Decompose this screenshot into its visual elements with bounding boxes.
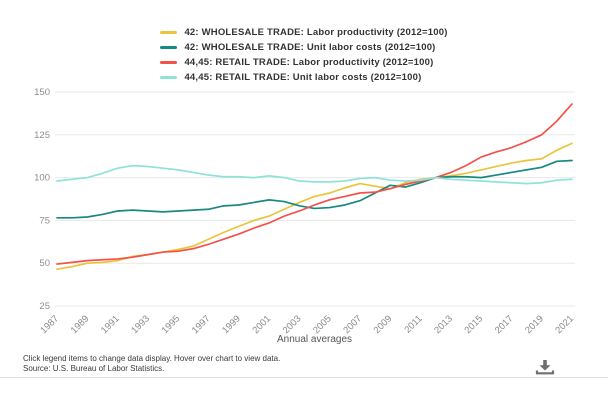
legend-item-label: 42: WHOLESALE TRADE: Labor productivity …	[184, 27, 448, 38]
y-tick-label: 50	[39, 258, 50, 269]
x-tick-label: 2003	[281, 313, 304, 336]
chart-footnotes: Click legend items to change data displa…	[23, 354, 280, 374]
legend-item-retail-labor-productivity[interactable]: 44,45: RETAIL TRADE: Labor productivity …	[160, 55, 447, 70]
x-tick-label: 1991	[99, 313, 122, 336]
series-line-1[interactable]	[56, 159, 573, 219]
x-tick-label: 2011	[402, 313, 424, 335]
source-text: Source: U.S. Bureau of Labor Statistics.	[23, 364, 165, 373]
x-tick-label: 2013	[432, 313, 455, 336]
legend-item-label: 42: WHOLESALE TRADE: Unit labor costs (2…	[184, 42, 436, 53]
x-tick-label: 2015	[463, 313, 486, 336]
y-tick-label: 25	[39, 301, 50, 312]
x-tick-label: 2021	[553, 313, 576, 336]
legend-item-label: 44,45: RETAIL TRADE: Unit labor costs (2…	[184, 72, 422, 83]
legend-hint-text: Click legend items to change data displa…	[23, 354, 281, 363]
x-tick-label: 2007	[341, 313, 364, 336]
legend-marker-icon	[160, 31, 178, 34]
download-chart-button[interactable]	[531, 357, 559, 377]
x-axis-title: Annual averages	[277, 334, 352, 345]
x-tick-label: 2001	[250, 313, 273, 336]
x-tick-label: 1999	[220, 313, 243, 336]
legend-marker-icon	[160, 61, 178, 64]
x-tick-label: 2017	[493, 313, 516, 336]
footer-divider	[0, 377, 608, 378]
series-line-0[interactable]	[56, 142, 573, 271]
series-line-3[interactable]	[56, 164, 573, 185]
x-tick-label: 1987	[38, 313, 61, 336]
x-tick-label: 1989	[69, 313, 92, 336]
x-tick-label: 1995	[160, 313, 183, 336]
y-tick-label: 125	[34, 130, 50, 141]
legend-item-wholesale-unit-labor-costs[interactable]: 42: WHOLESALE TRADE: Unit labor costs (2…	[160, 40, 447, 55]
legend-marker-icon	[160, 76, 178, 79]
y-tick-label: 75	[39, 215, 50, 226]
download-icon	[535, 360, 555, 375]
x-tick-label: 2005	[311, 313, 334, 336]
y-tick-label: 150	[34, 87, 50, 98]
y-tick-label: 100	[34, 173, 50, 184]
x-tick-label: 1997	[190, 313, 213, 336]
series-line-2[interactable]	[56, 103, 573, 265]
legend-item-retail-unit-labor-costs[interactable]: 44,45: RETAIL TRADE: Unit labor costs (2…	[160, 70, 447, 85]
legend-marker-icon	[160, 46, 178, 49]
x-tick-label: 2019	[523, 313, 546, 336]
chart-legend: 42: WHOLESALE TRADE: Labor productivity …	[0, 25, 608, 85]
x-tick-label: 1993	[129, 313, 152, 336]
legend-item-label: 44,45: RETAIL TRADE: Labor productivity …	[184, 57, 434, 68]
x-tick-label: 2009	[372, 313, 395, 336]
legend-item-wholesale-labor-productivity[interactable]: 42: WHOLESALE TRADE: Labor productivity …	[160, 25, 447, 40]
